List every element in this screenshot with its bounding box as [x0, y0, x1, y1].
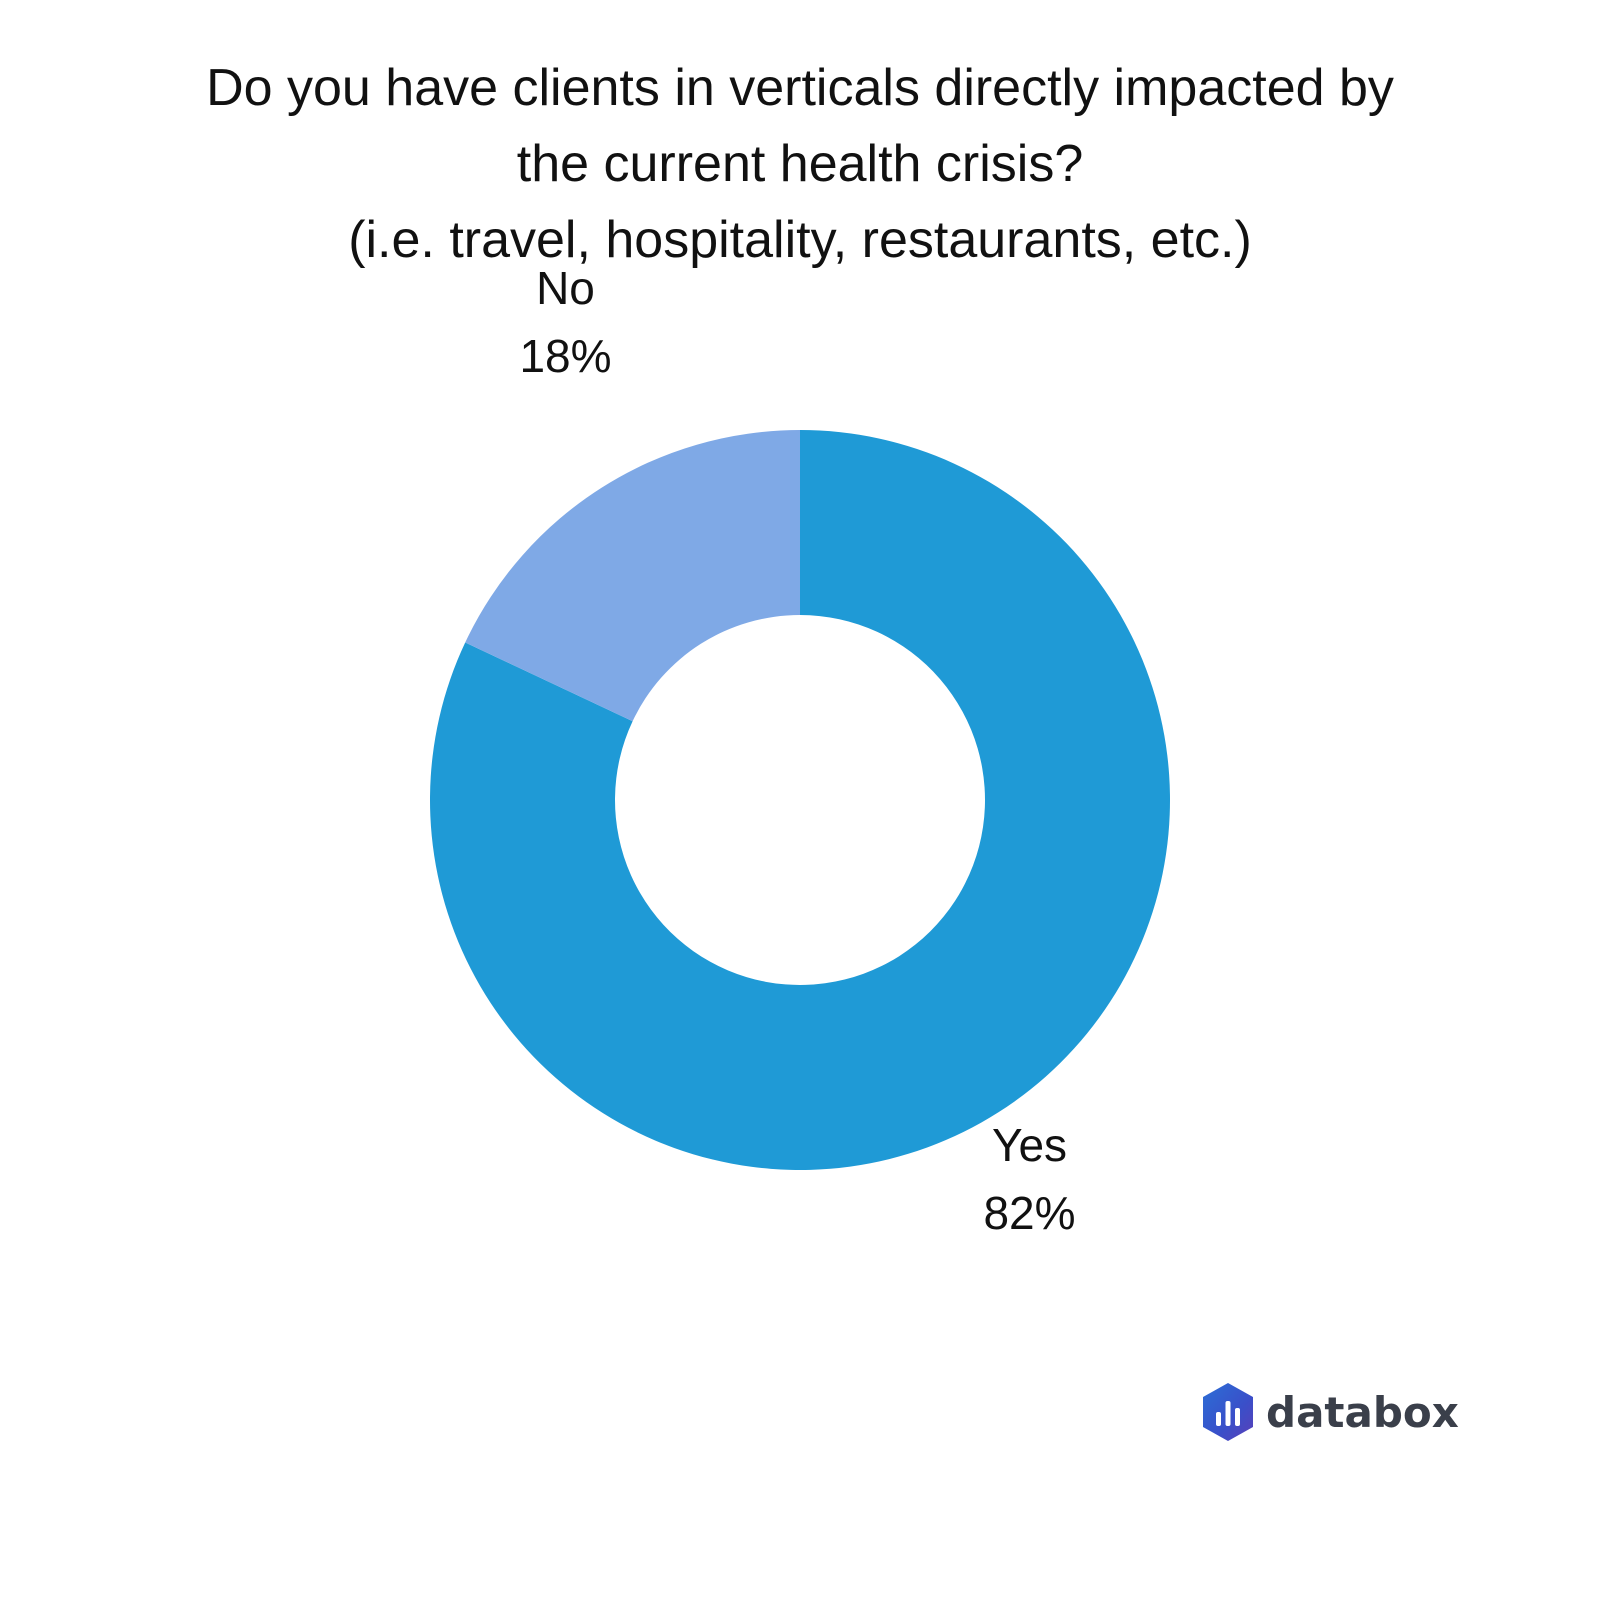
- brand-name: databox: [1266, 1387, 1459, 1437]
- slice-label-no: No: [536, 262, 595, 314]
- donut-slice-yes: [430, 430, 1171, 1170]
- databox-logo-icon: [1203, 1383, 1253, 1441]
- databox-brand: databox: [1200, 1380, 1460, 1444]
- chart-title-line-1: Do you have clients in verticals directl…: [206, 59, 1394, 117]
- chart-title: Do you have clients in verticals directl…: [100, 50, 1500, 278]
- slice-label-yes: Yes: [992, 1119, 1067, 1171]
- slice-value-yes: 82%: [983, 1187, 1075, 1239]
- chart-title-line-2: the current health crisis?: [516, 135, 1084, 193]
- donut-slice-no: [465, 430, 800, 722]
- slice-labels: Yes 82% No 18%: [519, 262, 1075, 1239]
- chart-title-line-3: (i.e. travel, hospitality, restaurants, …: [348, 211, 1252, 269]
- slice-value-no: 18%: [519, 330, 611, 382]
- donut-slices: [430, 430, 1171, 1170]
